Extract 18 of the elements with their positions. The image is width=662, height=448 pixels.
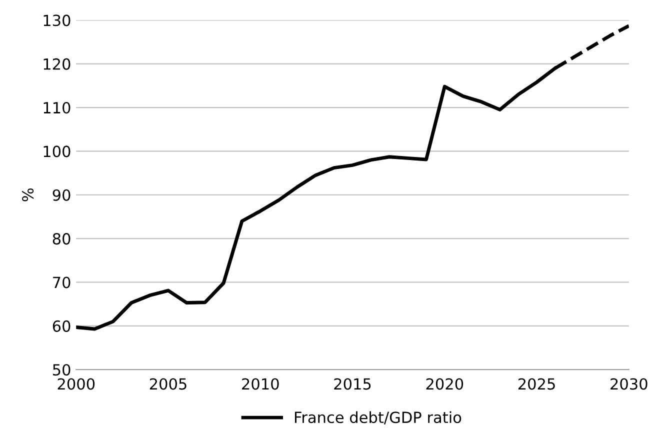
y-tick-label: 110 <box>44 102 70 114</box>
y-tick-label: 80 <box>52 233 70 245</box>
x-tick-label: 2025 <box>518 378 555 390</box>
y-axis-title: % <box>22 188 34 202</box>
y-tick-label: 50 <box>53 364 70 376</box>
x-tick-label: 2000 <box>58 378 95 390</box>
y-tick-label: 90 <box>52 189 70 201</box>
x-tick-label: 2005 <box>150 378 186 390</box>
x-tick-label: 2015 <box>334 378 371 390</box>
y-tick-label: 130 <box>44 14 70 26</box>
legend-label: France debt/GDP ratio <box>294 411 462 424</box>
y-tick-label: 70 <box>53 276 70 288</box>
y-tick-label: 100 <box>44 146 70 158</box>
y-tick-label: 120 <box>44 58 70 70</box>
x-tick-label: 2030 <box>610 378 648 390</box>
x-tick-label: 2020 <box>426 378 464 390</box>
y-tick-label: 60 <box>52 320 70 332</box>
x-tick-label: 2010 <box>242 378 279 390</box>
